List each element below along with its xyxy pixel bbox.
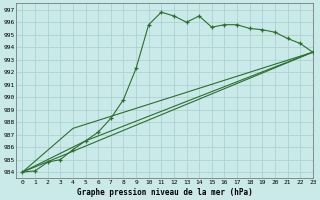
X-axis label: Graphe pression niveau de la mer (hPa): Graphe pression niveau de la mer (hPa) [76,188,252,197]
